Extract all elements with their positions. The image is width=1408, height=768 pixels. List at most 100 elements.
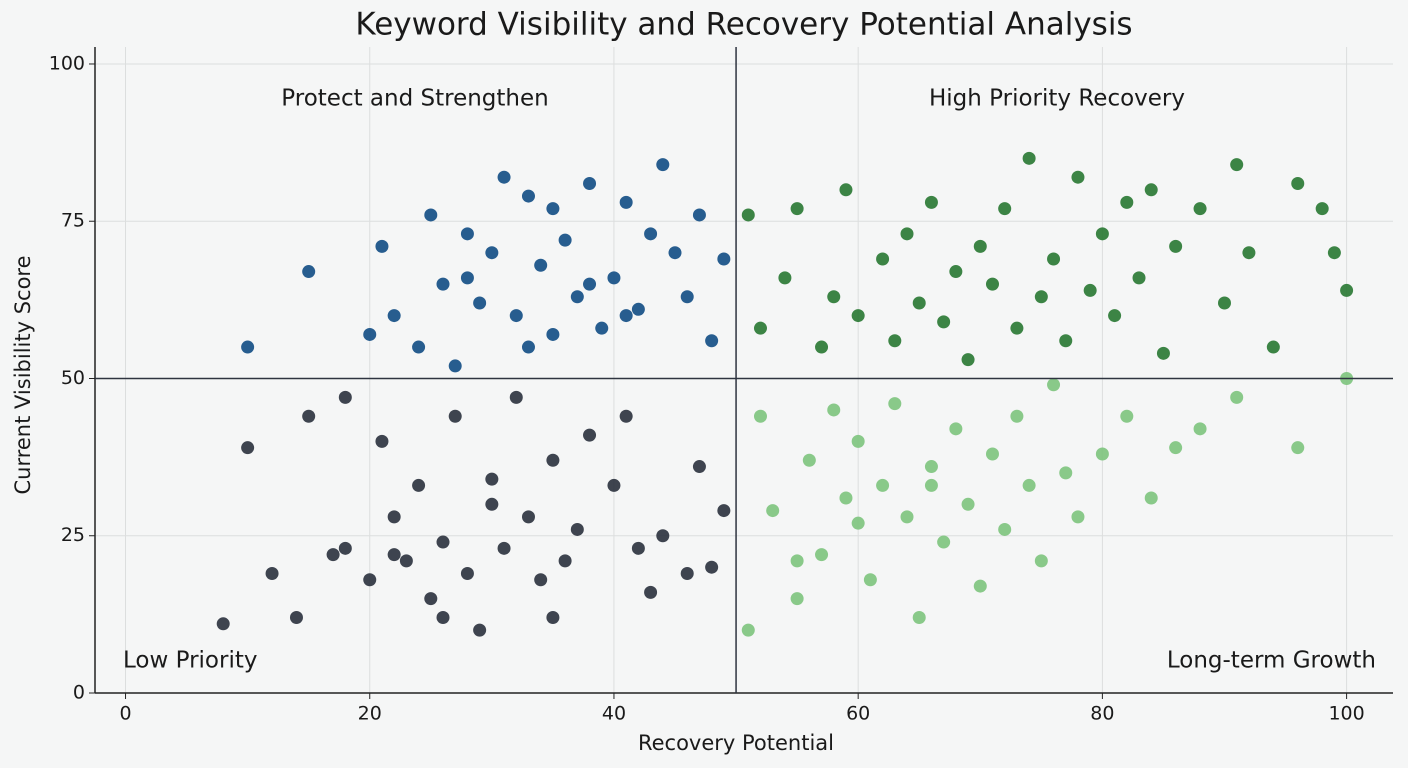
point xyxy=(802,453,816,467)
point xyxy=(998,522,1012,536)
x-axis-label: Recovery Potential xyxy=(638,731,834,755)
point xyxy=(1047,252,1061,266)
point xyxy=(839,183,853,197)
point xyxy=(583,428,597,442)
x-tick-label: 60 xyxy=(846,703,870,725)
point xyxy=(241,340,255,354)
x-tick-label: 0 xyxy=(119,703,131,725)
point xyxy=(546,202,560,216)
point xyxy=(521,510,535,524)
point xyxy=(924,478,938,492)
point xyxy=(692,460,706,474)
point xyxy=(1156,346,1170,360)
point xyxy=(680,566,694,580)
point xyxy=(1071,510,1085,524)
point xyxy=(497,541,511,555)
point xyxy=(644,227,658,241)
point xyxy=(412,340,426,354)
point xyxy=(619,195,633,209)
point xyxy=(863,573,877,587)
point xyxy=(1120,195,1134,209)
point xyxy=(815,548,829,562)
point xyxy=(851,309,865,323)
point xyxy=(473,623,487,637)
point xyxy=(595,321,609,335)
point xyxy=(424,592,438,606)
point xyxy=(241,441,255,455)
x-tick-label: 40 xyxy=(602,703,626,725)
point xyxy=(766,504,780,518)
point xyxy=(1132,271,1146,285)
point xyxy=(668,246,682,260)
point xyxy=(521,340,535,354)
point xyxy=(656,529,670,543)
point xyxy=(692,208,706,222)
point xyxy=(888,397,902,411)
y-tick-label: 100 xyxy=(49,52,85,74)
point xyxy=(1022,151,1036,165)
point xyxy=(387,309,401,323)
point xyxy=(1266,340,1280,354)
point xyxy=(644,585,658,599)
point xyxy=(302,265,316,279)
point xyxy=(1169,441,1183,455)
point xyxy=(216,617,230,631)
point xyxy=(509,309,523,323)
point xyxy=(790,592,804,606)
x-tick-label: 80 xyxy=(1090,703,1114,725)
point xyxy=(619,409,633,423)
point xyxy=(265,566,279,580)
point xyxy=(399,554,413,568)
point xyxy=(705,560,719,574)
point xyxy=(790,554,804,568)
point xyxy=(375,239,389,253)
y-axis-label: Current Visibility Score xyxy=(11,255,35,494)
point xyxy=(1095,227,1109,241)
point xyxy=(985,447,999,461)
point xyxy=(570,522,584,536)
point xyxy=(778,271,792,285)
point xyxy=(851,516,865,530)
point xyxy=(1108,309,1122,323)
point xyxy=(998,202,1012,216)
point xyxy=(497,170,511,184)
point xyxy=(656,158,670,172)
point xyxy=(1144,183,1158,197)
point xyxy=(1327,246,1341,260)
point xyxy=(534,573,548,587)
point xyxy=(460,227,474,241)
point xyxy=(424,208,438,222)
point xyxy=(1230,390,1244,404)
point xyxy=(436,611,450,625)
y-tick-label: 75 xyxy=(61,210,85,232)
point xyxy=(1217,296,1231,310)
point xyxy=(412,478,426,492)
point xyxy=(485,497,499,511)
quadrant-label: Long-term Growth xyxy=(1167,648,1376,674)
point xyxy=(436,535,450,549)
point xyxy=(1120,409,1134,423)
point xyxy=(753,321,767,335)
point xyxy=(949,422,963,436)
point xyxy=(583,176,597,190)
point xyxy=(1193,202,1207,216)
point xyxy=(985,277,999,291)
point xyxy=(1230,158,1244,172)
point xyxy=(973,579,987,593)
point xyxy=(448,409,462,423)
point xyxy=(558,554,572,568)
point xyxy=(607,271,621,285)
point xyxy=(1169,239,1183,253)
point xyxy=(937,535,951,549)
point xyxy=(1083,283,1097,297)
point xyxy=(534,258,548,272)
point xyxy=(680,290,694,304)
point xyxy=(1034,554,1048,568)
point xyxy=(326,548,340,562)
y-tick-label: 25 xyxy=(61,524,85,546)
point xyxy=(753,409,767,423)
point xyxy=(912,296,926,310)
point xyxy=(436,277,450,291)
point xyxy=(619,309,633,323)
